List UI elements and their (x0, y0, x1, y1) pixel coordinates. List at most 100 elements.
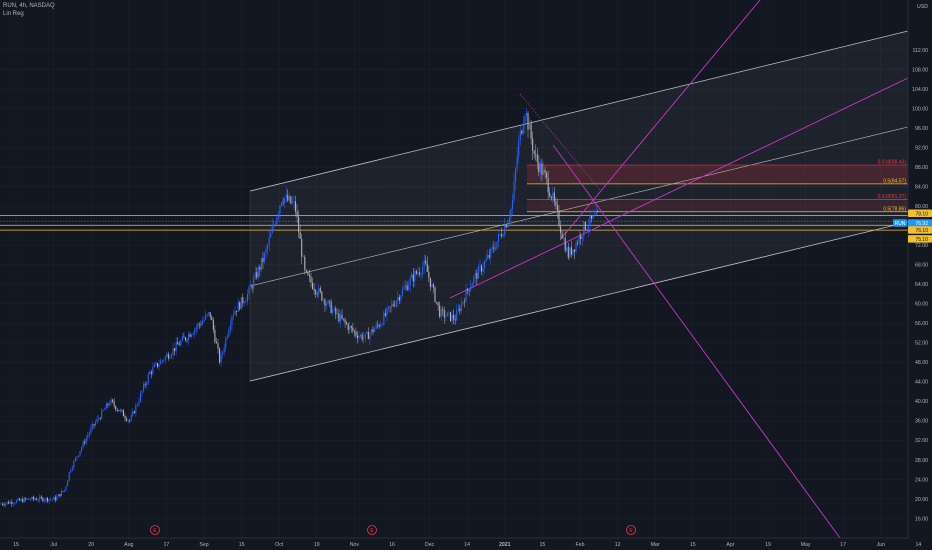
candle-body (271, 226, 273, 233)
candle-body (305, 269, 307, 272)
x-tick-label: 14 (916, 542, 922, 548)
candle-body (242, 297, 244, 304)
candle-body (533, 150, 535, 154)
candle-body (415, 271, 417, 274)
candle-body (344, 319, 346, 323)
candle-body (374, 328, 376, 333)
candle-body (431, 284, 433, 287)
candle-body (135, 405, 137, 414)
x-tick-label: Feb (576, 542, 585, 548)
price-label-bg (908, 219, 932, 227)
candle-body (572, 249, 574, 255)
candle-body (521, 130, 523, 134)
candle-body (567, 247, 569, 258)
candle-body (329, 300, 331, 302)
candle-body (45, 497, 47, 501)
x-tick-label: 16 (389, 542, 395, 548)
candle-body (93, 424, 95, 426)
candle-body (11, 501, 13, 505)
candle-body (82, 441, 84, 448)
candle-body (133, 411, 135, 414)
candle-body (332, 309, 334, 313)
x-tick-label: Jul (50, 542, 57, 548)
candle-body (12, 503, 14, 505)
candle-body (477, 266, 479, 279)
candle-body (335, 308, 337, 315)
candle-body (338, 313, 340, 322)
candle-body (39, 496, 41, 501)
price-axis[interactable]: USD 16.00 20.00 24.00 28.00 32.00 36.00 40.00 44… (907, 0, 932, 550)
candle-body (552, 192, 554, 199)
candle-body (293, 201, 295, 203)
candle-body (95, 422, 97, 426)
candle-body (53, 497, 55, 500)
candle-body (298, 216, 300, 233)
candle-body (160, 360, 162, 365)
candle-body (250, 286, 252, 287)
candle-body (589, 215, 591, 227)
candle-body (254, 272, 256, 279)
candle-body (174, 348, 176, 352)
candle-body (121, 409, 123, 411)
x-tick-label: 17 (840, 542, 846, 548)
candle-body (219, 348, 221, 363)
candle-body (586, 228, 588, 230)
candle-body (226, 336, 228, 339)
candle-body (256, 272, 258, 278)
channel-upper (249, 30, 909, 192)
candle-body (71, 467, 73, 471)
candle-body (564, 237, 566, 251)
candle-body (310, 276, 312, 283)
candle-body (519, 130, 521, 141)
indicator-title[interactable]: Lin Reg (3, 11, 24, 17)
candle-body (59, 494, 61, 497)
candle-body (277, 213, 279, 218)
candle-body (102, 410, 104, 411)
candle-body (440, 309, 442, 317)
candle-body (525, 112, 527, 116)
candle-body (259, 266, 261, 270)
candle-body (420, 274, 422, 275)
candle-body (110, 399, 112, 404)
x-tick-label: Oct (275, 542, 284, 548)
candle-body (141, 390, 143, 394)
candle-body (294, 201, 297, 212)
candle-body (315, 290, 317, 294)
y-tick-label: 60.00 (915, 302, 928, 308)
candle-body (414, 271, 416, 282)
candle-body (318, 288, 320, 295)
candle-body (42, 497, 44, 502)
candle-body (527, 112, 529, 130)
candle-body (56, 496, 58, 501)
candle-body (143, 384, 145, 391)
candle-body (597, 211, 599, 212)
candle-body (301, 238, 303, 257)
candle-body (260, 257, 262, 270)
candle-body (412, 274, 414, 282)
candle-body (581, 236, 583, 240)
candle-body (19, 498, 21, 501)
price-label-bg (908, 226, 932, 234)
time-axis[interactable]: 15 Jul 20 Aug 17 Sep 15 Oct 19 Nov 16 Dec 14 2021 15 Fe… (0, 525, 922, 549)
candle-body (54, 497, 56, 501)
candle-body (57, 494, 59, 497)
x-tick-label: Sep (199, 542, 208, 548)
candle-body (493, 247, 495, 250)
symbol-title[interactable]: RUN, 4h, NASDAQ (3, 3, 55, 9)
candle-body (508, 217, 510, 222)
candle-body (446, 312, 448, 317)
candle-body (262, 257, 264, 262)
candle-body (220, 354, 222, 363)
candle-body (391, 304, 393, 307)
x-tick-label: 2021 (499, 542, 511, 548)
candle-body (188, 334, 190, 341)
candle-body (496, 241, 498, 249)
candle-body (453, 314, 455, 320)
candle-body (360, 334, 362, 336)
candle-body (539, 163, 541, 173)
candle-body (170, 354, 173, 357)
fib-label: 0.5(78.86) (883, 206, 906, 212)
symbol-tag-bg (893, 219, 907, 227)
candle-body (65, 486, 67, 490)
